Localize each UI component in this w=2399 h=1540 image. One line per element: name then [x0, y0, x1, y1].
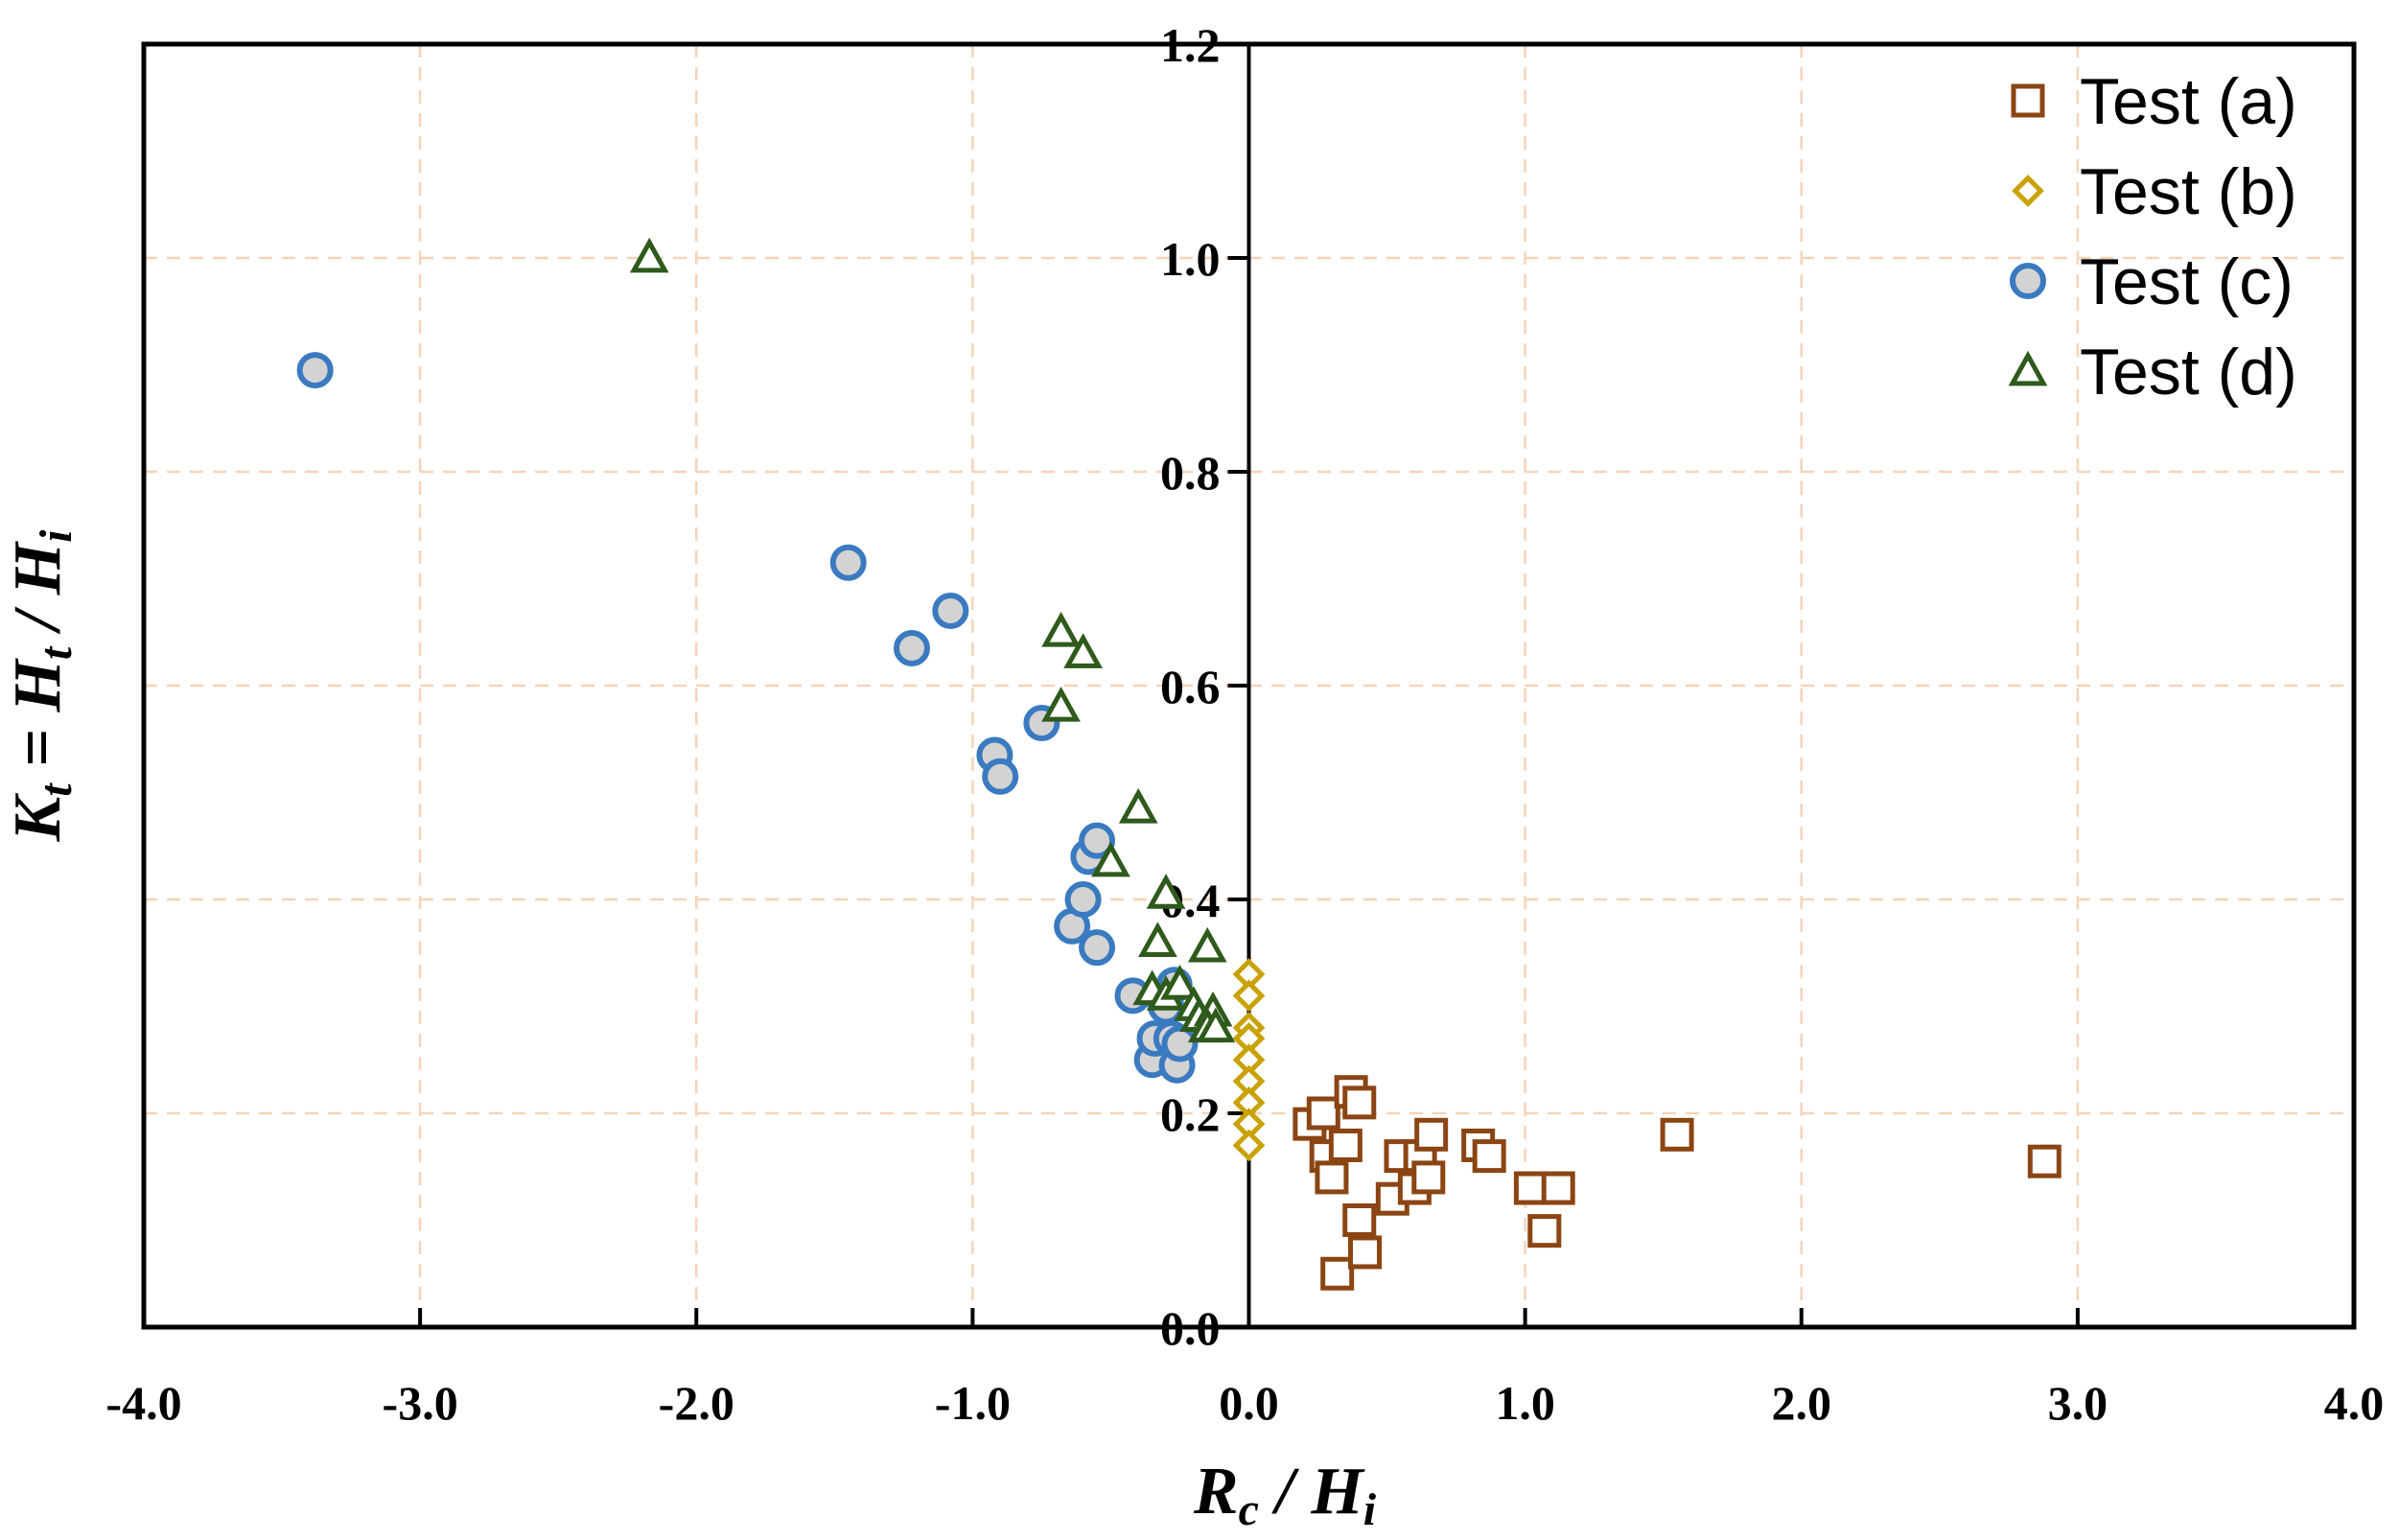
x-tick-label-2: -2.0 [659, 1376, 734, 1430]
x-tick-label-6: 2.0 [1772, 1376, 1832, 1430]
point-s0-17 [1472, 1139, 1506, 1174]
legend-label-1: Test (b) [2080, 155, 2297, 228]
x-tick-label-3: -1.0 [935, 1376, 1011, 1430]
point-s3-4 [1118, 787, 1158, 824]
legend-marker-0 [2011, 83, 2045, 118]
point-s0-1 [1306, 1096, 1340, 1131]
point-s2-3 [932, 592, 969, 629]
data-points [296, 237, 2061, 1291]
point-s0-14 [1411, 1160, 1446, 1195]
point-s0-5 [1328, 1128, 1363, 1162]
legend-marker-3 [2008, 350, 2048, 386]
y-tick-label-1: 0.2 [1160, 1087, 1221, 1141]
point-s0-3 [1315, 1160, 1349, 1195]
point-s0-21 [1660, 1117, 1694, 1152]
x-title-sep: / [1259, 1455, 1311, 1528]
point-s1-8 [1232, 1129, 1266, 1162]
point-s0-18 [1513, 1171, 1548, 1205]
point-s1-1 [1232, 979, 1266, 1013]
x-tick-label-1: -3.0 [383, 1376, 458, 1430]
y-title-h1sub: t [31, 645, 82, 660]
legend-label-0: Test (a) [2080, 65, 2297, 138]
point-s2-8 [1064, 881, 1102, 918]
point-s0-22 [2027, 1144, 2061, 1178]
point-s2-10 [1079, 822, 1116, 859]
y-title-sep: / [1, 595, 75, 646]
x-title-sub2: i [1363, 1484, 1377, 1535]
point-s0-15 [1414, 1117, 1449, 1152]
y-title-ksub: t [31, 782, 82, 797]
point-s0-7 [1342, 1085, 1377, 1120]
point-s3-2 [1063, 633, 1103, 668]
y-title-h2: H [1, 540, 75, 595]
series-1 [1232, 958, 1266, 1162]
point-s3-16 [1196, 1007, 1236, 1043]
point-s0-19 [1527, 1214, 1562, 1248]
point-s2-2 [893, 629, 930, 666]
point-s2-19 [1161, 1025, 1199, 1062]
x-title-main2: H [1310, 1455, 1365, 1528]
point-s0-8 [1342, 1203, 1377, 1237]
x-axis-title: Rc / Hi [1193, 1455, 1377, 1535]
legend-marker-2 [2010, 263, 2046, 299]
point-s2-1 [829, 544, 867, 581]
x-title-sub1: c [1239, 1484, 1259, 1535]
series-0 [1293, 1075, 2061, 1291]
y-tick-label-5: 1.0 [1160, 232, 1221, 286]
x-tick-label-5: 1.0 [1495, 1376, 1555, 1430]
point-s3-1 [1041, 612, 1081, 647]
point-s2-0 [296, 352, 334, 389]
series-3 [629, 237, 1236, 1043]
y-title-h1: H [1, 658, 75, 713]
legend: Test (a) Test (b) Test (c) Test (d) [2008, 65, 2297, 408]
x-tick-label-8: 4.0 [2324, 1376, 2385, 1430]
point-s2-5 [982, 758, 1019, 795]
point-s2-11 [1079, 929, 1116, 967]
x-tick-label-0: -4.0 [105, 1376, 181, 1430]
point-s0-20 [1541, 1171, 1575, 1205]
point-s0-4 [1320, 1256, 1355, 1291]
plot-frame [141, 41, 2357, 1330]
point-s3-11 [1160, 964, 1200, 1000]
point-s0-9 [1348, 1235, 1383, 1270]
point-s3-3 [1041, 687, 1081, 722]
point-s3-5 [1091, 841, 1130, 877]
y-title-k: K [1, 792, 75, 842]
point-s3-0 [629, 237, 669, 273]
y-title-eq: = [1, 712, 75, 784]
y-axis-title: Kt = Ht / Hi [1, 529, 82, 843]
y-tick-label-4: 0.8 [1160, 446, 1221, 500]
x-tick-label-4: 0.0 [1219, 1376, 1279, 1430]
y-title-h2sub: i [31, 529, 82, 543]
x-title-main: R [1193, 1455, 1239, 1528]
legend-marker-1 [2012, 175, 2044, 207]
x-tick-label-7: 3.0 [2048, 1376, 2108, 1430]
point-s3-7 [1138, 922, 1177, 957]
legend-label-3: Test (d) [2080, 336, 2297, 408]
point-s3-8 [1187, 926, 1227, 963]
y-tick-label-3: 0.6 [1160, 660, 1221, 713]
point-s3-6 [1146, 874, 1186, 909]
legend-label-2: Test (c) [2080, 245, 2294, 318]
